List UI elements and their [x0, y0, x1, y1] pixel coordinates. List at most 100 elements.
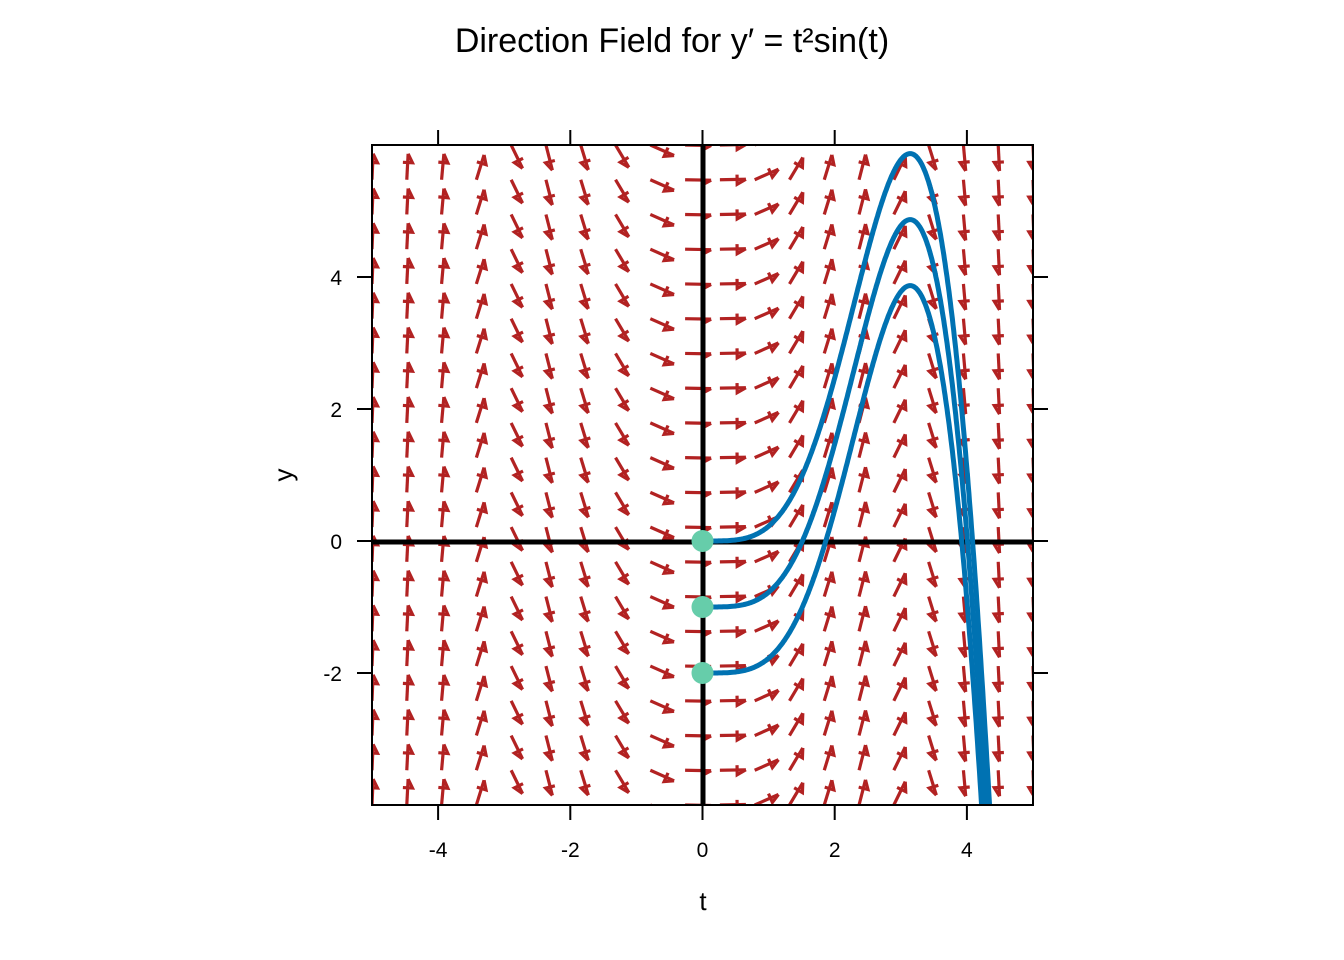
- arrow-head: [824, 710, 836, 723]
- direction-arrow: [509, 213, 525, 240]
- arrow-shaft: [509, 317, 525, 343]
- arrow-head: [402, 708, 416, 721]
- arrow-shaft: [439, 188, 446, 215]
- arrow-head: [372, 222, 381, 234]
- direction-arrow: [719, 556, 747, 570]
- arrow-shaft: [474, 744, 486, 771]
- arrow-shaft: [579, 457, 590, 483]
- arrow-head: [372, 187, 381, 200]
- arrow-shaft: [996, 596, 1002, 623]
- direction-arrow: [649, 282, 675, 298]
- arrow-shaft: [996, 318, 1002, 345]
- direction-arrow: [614, 422, 631, 447]
- arrow-shaft: [892, 329, 907, 355]
- direction-arrow: [649, 734, 675, 749]
- arrow-head: [542, 680, 556, 693]
- direction-arrow: [402, 639, 416, 667]
- arrow-shaft: [474, 710, 486, 736]
- direction-arrow: [542, 145, 556, 172]
- direction-arrow: [788, 330, 805, 355]
- direction-arrow: [614, 178, 631, 204]
- y-tick-label: 2: [330, 399, 342, 422]
- arrow-head: [824, 293, 836, 306]
- direction-arrow: [892, 503, 908, 528]
- arrow-shaft: [614, 665, 631, 690]
- arrow-head: [661, 772, 675, 784]
- arrow-shaft: [509, 526, 525, 552]
- direction-arrow: [754, 306, 780, 321]
- direction-arrow: [509, 665, 525, 691]
- arrow-shaft: [405, 501, 410, 528]
- direction-arrow: [402, 222, 416, 250]
- direction-arrow: [649, 145, 675, 159]
- arrow-head: [617, 746, 630, 760]
- direction-arrow: [754, 410, 780, 425]
- arrow-head: [402, 326, 416, 339]
- direction-arrow: [438, 431, 451, 458]
- arrow-head: [438, 778, 451, 791]
- arrow-head: [926, 575, 939, 588]
- axis-ticks: -4 -2 0 2 4 -2 0 2 4: [323, 130, 1048, 862]
- direction-arrow: [509, 595, 525, 622]
- arrow-shaft: [789, 145, 792, 146]
- direction-arrow: [649, 595, 675, 610]
- direction-arrow: [649, 213, 675, 228]
- direction-arrow: [438, 292, 451, 319]
- arrow-head: [767, 480, 780, 493]
- direction-arrow: [754, 688, 780, 703]
- direction-arrow: [719, 348, 747, 361]
- arrow-shaft: [996, 665, 1002, 693]
- arrow-head: [661, 563, 675, 576]
- direction-arrow: [991, 249, 1004, 277]
- arrow-shaft: [405, 223, 410, 250]
- direction-arrow: [649, 317, 675, 332]
- direction-arrow: [857, 744, 871, 771]
- arrow-shaft: [544, 735, 554, 762]
- arrow-shaft: [788, 295, 805, 320]
- direction-arrow: [754, 237, 780, 251]
- arrow-head: [661, 494, 675, 506]
- direction-arrow: [685, 696, 712, 709]
- arrow-shaft: [405, 362, 410, 389]
- arrow-shaft: [963, 804, 966, 805]
- direction-arrow: [578, 422, 591, 449]
- direction-arrow: [926, 561, 939, 588]
- arrow-shaft: [439, 605, 446, 632]
- arrow-shaft: [509, 387, 525, 413]
- direction-arrow: [402, 708, 416, 736]
- arrow-shaft: [788, 330, 805, 355]
- arrow-shaft: [824, 145, 826, 146]
- arrow-shaft: [857, 640, 868, 667]
- arrow-head: [661, 251, 675, 263]
- direction-arrow: [998, 804, 1000, 805]
- arrow-head: [991, 403, 1004, 415]
- arrow-shaft: [788, 365, 805, 389]
- direction-arrow: [402, 292, 416, 319]
- arrow-head: [735, 487, 747, 500]
- arrow-head: [476, 675, 489, 689]
- direction-arrow: [580, 804, 583, 805]
- direction-arrow: [719, 452, 747, 465]
- arrow-shaft: [474, 501, 486, 528]
- direction-arrow: [649, 351, 675, 367]
- direction-arrow: [822, 189, 836, 215]
- direction-arrow: [926, 387, 939, 415]
- arrow-head: [858, 640, 871, 653]
- arrow-head: [578, 401, 591, 415]
- direction-arrow: [892, 225, 908, 250]
- direction-arrow: [649, 525, 675, 541]
- arrow-head: [735, 383, 747, 396]
- arrow-head: [957, 229, 970, 242]
- arrow-head: [402, 674, 416, 686]
- direction-arrow: [892, 433, 908, 459]
- direction-arrow: [578, 700, 591, 727]
- direction-arrow: [685, 453, 712, 466]
- arrow-shaft: [859, 145, 861, 146]
- arrow-head: [991, 681, 1004, 693]
- direction-arrow: [892, 607, 908, 633]
- arrow-head: [617, 781, 630, 794]
- arrow-shaft: [649, 213, 675, 227]
- direction-arrow: [857, 501, 871, 528]
- direction-arrow: [957, 700, 970, 728]
- arrow-head: [858, 570, 871, 584]
